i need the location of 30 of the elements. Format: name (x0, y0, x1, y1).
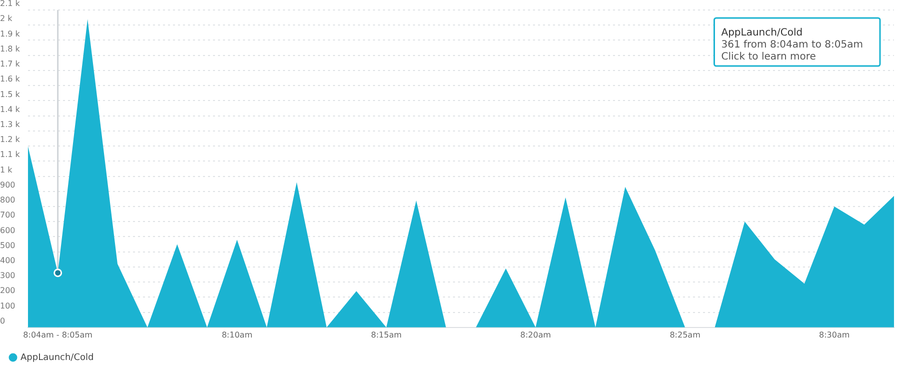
y-tick-label: 1.8 k (0, 44, 20, 54)
x-tick-label: 8:30am (818, 330, 850, 340)
x-tick-label: 8:20am (520, 330, 552, 340)
y-tick-label: 200 (0, 286, 16, 296)
y-tick-label: 1.3 k (0, 120, 20, 129)
y-tick-label: 1.6 k (0, 74, 20, 84)
y-tick-label: 600 (0, 226, 16, 235)
y-tick-label: 100 (0, 301, 16, 310)
y-tick-label: 1.7 k (0, 60, 20, 69)
x-tick-label: 8:04am - 8:05am (23, 330, 93, 340)
y-tick-label: 1.2 k (0, 135, 20, 144)
legend-label: AppLaunch/Cold (20, 352, 94, 363)
y-tick-label: 1.9 k (0, 29, 20, 38)
y-tick-label: 300 (0, 271, 16, 280)
y-tick-label: 2 k (0, 14, 13, 24)
y-tick-label: 500 (0, 240, 16, 250)
y-tick-label: 1.4 k (0, 104, 20, 114)
x-tick-label: 8:25am (670, 330, 701, 340)
annotation: AppLaunch/Cold 361 from 8:04am to 8:05am Click to learn more (721, 28, 864, 63)
x-tick-label: 8:10am (222, 330, 253, 340)
y-tick-label: 0 (0, 316, 6, 326)
x-tick-label: 8:15am (370, 330, 402, 340)
y-tick-label: 400 (0, 256, 16, 266)
y-tick-label: 900 (0, 180, 16, 190)
y-tick-label: 1 k (0, 165, 13, 174)
y-tick-label: 2.1 k (0, 0, 20, 8)
y-tick-label: 1.5 k (0, 90, 20, 99)
y-tick-label: 1.1 k (0, 150, 20, 160)
y-tick-label: 800 (0, 196, 16, 205)
y-tick-label: 700 (0, 210, 16, 220)
